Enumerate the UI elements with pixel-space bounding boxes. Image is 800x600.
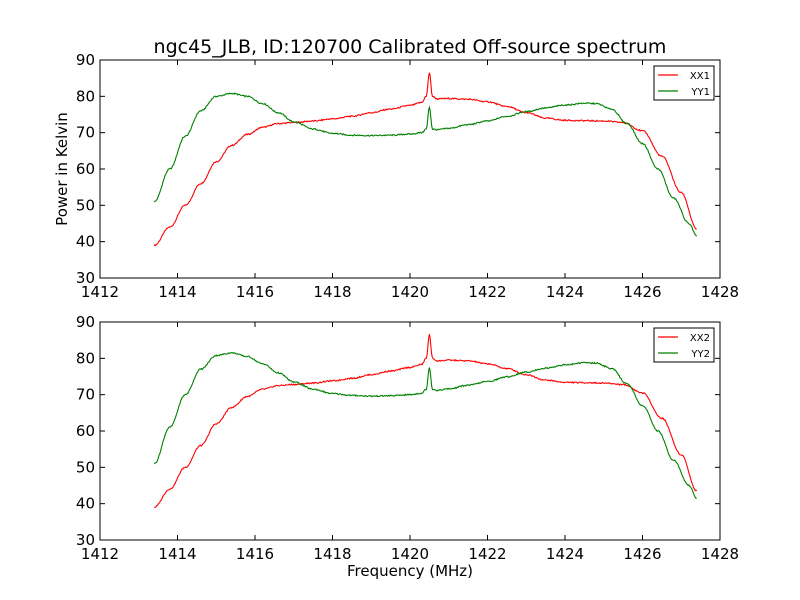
x-tick-label: 1418 <box>313 545 351 563</box>
series-line-yy2 <box>153 351 697 499</box>
x-tick-label: 1422 <box>468 283 506 301</box>
x-tick-label: 1412 <box>81 545 119 563</box>
x-tick-label: 1424 <box>546 545 584 563</box>
y-tick-label: 40 <box>76 233 95 251</box>
y-tick-label: 40 <box>76 495 95 513</box>
series-line-xx2 <box>154 334 698 509</box>
x-tick-label: 1424 <box>546 283 584 301</box>
y-tick-label: 80 <box>76 87 95 105</box>
x-tick-label: 1420 <box>391 545 429 563</box>
x-tick-label: 1420 <box>391 283 429 301</box>
x-axis-label: Frequency (MHz) <box>347 562 473 580</box>
x-tick-label: 1414 <box>158 545 196 563</box>
y-tick-label: 50 <box>76 196 95 214</box>
legend-label-xx1: XX1 <box>690 71 710 82</box>
x-tick-label: 1416 <box>236 283 274 301</box>
legend-box <box>653 327 715 363</box>
legend-label-yy2: YY2 <box>690 349 710 360</box>
y-axis-label: Power in Kelvin <box>53 112 71 226</box>
y-tick-label: 50 <box>76 458 95 476</box>
x-tick-label: 1428 <box>701 545 739 563</box>
legend-label-xx2: XX2 <box>690 333 710 344</box>
x-tick-label: 1426 <box>623 283 661 301</box>
series-line-yy1 <box>153 92 698 237</box>
legend-label-yy1: YY1 <box>690 87 710 98</box>
x-tick-label: 1414 <box>158 283 196 301</box>
x-tick-label: 1422 <box>468 545 506 563</box>
y-tick-label: 70 <box>76 124 95 142</box>
y-tick-label: 30 <box>76 269 95 287</box>
x-tick-label: 1418 <box>313 283 351 301</box>
panel-1: 1412 1414 1416 1418 1420 1422 1424 1426 1428 30 40… <box>53 51 739 301</box>
x-tick-label: 1426 <box>623 545 661 563</box>
figure-title: ngc45_JLB, ID:120700 Calibrated Off-sour… <box>154 36 667 58</box>
legend-box <box>653 65 715 101</box>
y-tick-label: 80 <box>76 349 95 367</box>
x-tick-label: 1428 <box>701 283 739 301</box>
y-tick-label: 60 <box>76 422 95 440</box>
y-tick-label: 90 <box>76 313 95 331</box>
x-tick-label: 1412 <box>81 283 119 301</box>
y-tick-label: 30 <box>76 531 95 549</box>
series-line-xx1 <box>153 72 697 247</box>
y-tick-label: 60 <box>76 160 95 178</box>
panels: 1412 1414 1416 1418 1420 1422 1424 1426 1428 30 40… <box>53 51 739 580</box>
x-tick-label: 1416 <box>236 545 274 563</box>
y-tick-label: 70 <box>76 386 95 404</box>
panel-2: 1412 1414 1416 1418 1420 1422 1424 1426 1428 30 40… <box>76 313 739 580</box>
y-tick-label: 90 <box>76 51 95 69</box>
